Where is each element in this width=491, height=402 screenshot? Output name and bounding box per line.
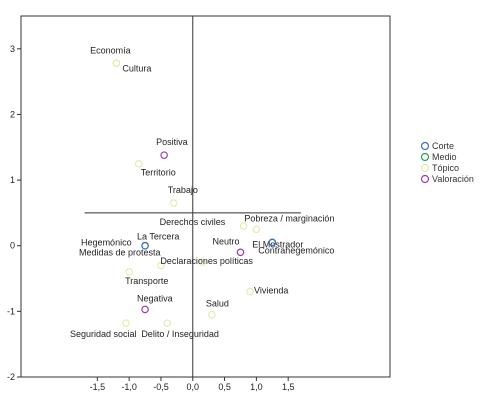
point-label: Salud (206, 299, 229, 309)
point-label: El Mostrador (252, 239, 303, 249)
point-label: Positiva (156, 137, 188, 147)
scatter-point (122, 319, 130, 327)
point-label: Trabajo (168, 185, 198, 195)
scatter-point (252, 225, 261, 234)
y-tick-label: 2 (10, 109, 15, 119)
scatter-point (208, 310, 216, 319)
point-label: Medidas de protesta (79, 247, 161, 257)
scatter-point (169, 199, 178, 207)
legend-marker (420, 152, 430, 162)
point-label: Territorio (141, 168, 176, 178)
x-tick-label: -0,5 (153, 382, 169, 392)
point-label: Negativa (137, 293, 173, 303)
legend-label: Medio (432, 152, 457, 162)
point-label: Derechos civiles (160, 217, 226, 227)
scatter-point (198, 258, 207, 266)
scatter-point (125, 268, 133, 276)
scatter-point (236, 248, 245, 257)
scatter-points: Economía Cultura Positiva Territorio Trabajo… (70, 45, 334, 339)
scatter-point (141, 241, 149, 250)
legend-marker (420, 141, 430, 151)
x-tick-label: -1,0 (121, 382, 137, 392)
legend-label: Corte (432, 141, 454, 151)
x-axis-ticks: -1,5 -1,0 -0,5 0,0 0,5 1,0 1,5 (90, 377, 295, 392)
x-tick-label: 0,0 (187, 382, 200, 392)
point-label: La Tercera (137, 232, 179, 242)
point-label: Pobreza / marginación (244, 213, 334, 223)
point-label: Contrahegemónico (258, 245, 334, 255)
legend-label: Valoración (432, 174, 474, 184)
plot-frame (20, 15, 391, 378)
point-label: Delito / Inseguridad (141, 329, 219, 339)
scatter-point (163, 319, 172, 327)
scatter-point (157, 261, 165, 270)
x-tick-label: -1,5 (90, 382, 106, 392)
y-axis-ticks: -2 -1 0 1 2 3 (7, 44, 21, 382)
scatter-point (160, 151, 168, 159)
x-tick-label: 0,5 (218, 382, 231, 392)
point-label: Transporte (125, 276, 168, 286)
scatter-point (141, 305, 149, 314)
scatter-point (246, 287, 254, 296)
scatter-point (112, 59, 121, 68)
point-label: Cultura (122, 63, 151, 73)
point-label: Seguridad social (70, 329, 137, 339)
x-tick-label: 1,0 (250, 382, 263, 392)
point-label: Neutro (212, 236, 239, 246)
point-label: Hegemónico (81, 238, 132, 248)
point-label: Vivienda (254, 286, 288, 296)
legend-marker (420, 174, 430, 184)
scatter-point (268, 238, 277, 247)
y-tick-label: -2 (7, 372, 15, 382)
y-tick-label: 1 (10, 175, 15, 185)
scatter-point (239, 222, 248, 230)
y-tick-label: -1 (7, 306, 15, 316)
scatter-point (134, 159, 143, 168)
point-label: Economía (90, 45, 131, 55)
legend-marker (420, 163, 430, 173)
y-tick-label: 0 (10, 241, 15, 251)
x-tick-label: 1,5 (282, 382, 295, 392)
legend-label: Tópico (432, 163, 459, 173)
point-label: Declaraciones políticas (160, 256, 253, 266)
y-tick-label: 3 (10, 44, 15, 54)
